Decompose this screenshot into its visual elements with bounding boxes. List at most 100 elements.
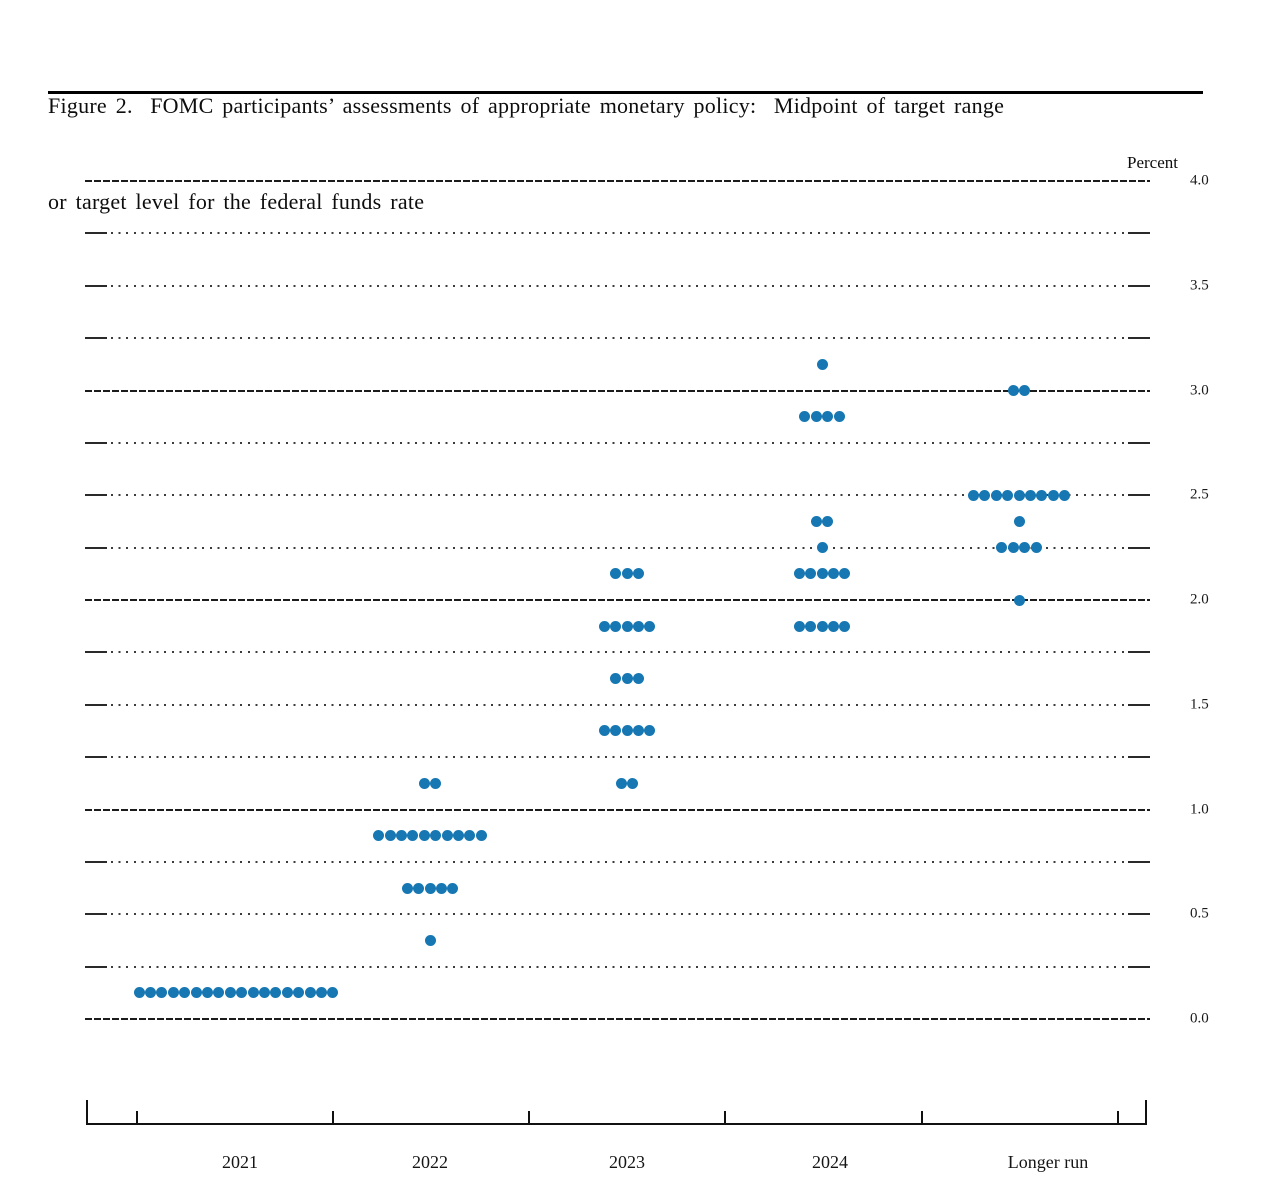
dot: [632, 568, 644, 580]
x-axis-tick: [724, 1111, 726, 1125]
dot: [133, 987, 145, 999]
dot: [424, 934, 436, 946]
dot: [621, 673, 633, 685]
figure-title-line1: Figure 2. FOMC participants’ assessments…: [48, 93, 1005, 118]
gridline-dots: [111, 442, 1124, 444]
x-axis-tick: [1117, 1111, 1119, 1125]
dot: [816, 542, 828, 554]
gridline-dots: [111, 547, 1124, 549]
x-axis-tick: [136, 1111, 138, 1125]
gridline-dots: [111, 337, 1124, 339]
dot: [441, 830, 453, 842]
gridline-dotted-3.25: [85, 337, 1150, 339]
gridline-end-tick: [1128, 337, 1150, 339]
x-axis-label-2024: 2024: [812, 1152, 848, 1172]
dot: [610, 568, 622, 580]
dot: [401, 882, 413, 894]
dot: [447, 882, 459, 894]
gridline-end-tick: [85, 913, 107, 915]
dot: [610, 725, 622, 737]
x-axis-label-2023: 2023: [609, 1152, 645, 1172]
gridline-end-tick: [85, 704, 107, 706]
gridline-solid-1.00: [85, 809, 1150, 811]
dot: [259, 987, 270, 999]
gridline-end-tick: [1128, 285, 1150, 287]
dot: [304, 987, 316, 999]
x-axis-label-2022: 2022: [412, 1152, 448, 1172]
gridline-dotted-3.75: [85, 232, 1150, 234]
dot: [1019, 385, 1031, 396]
dot: [190, 987, 202, 999]
dot: [833, 411, 845, 423]
dot: [418, 830, 430, 842]
dot: [327, 987, 339, 999]
y-tick-label-3.0: 3.0: [1190, 382, 1209, 399]
gridline-solid-0.00: [85, 1018, 1150, 1020]
dot: [621, 620, 633, 632]
dot: [1002, 489, 1014, 501]
dot: [413, 882, 425, 894]
dot: [799, 411, 811, 423]
dot: [644, 725, 656, 737]
gridline-end-tick: [1128, 756, 1150, 758]
x-axis-tick: [332, 1111, 334, 1125]
title-rule: [48, 91, 1203, 94]
dot: [475, 830, 487, 842]
dot: [810, 515, 822, 527]
dot: [430, 777, 442, 789]
gridline-end-tick: [1128, 861, 1150, 863]
dot: [979, 489, 991, 501]
dot: [407, 830, 419, 842]
dot: [167, 987, 179, 999]
dot: [418, 777, 430, 789]
x-axis-end-tick: [86, 1100, 88, 1125]
gridline-end-tick: [1128, 442, 1150, 444]
dot: [213, 987, 225, 999]
dot: [224, 987, 236, 999]
dot: [996, 542, 1008, 554]
dot: [1007, 385, 1019, 396]
dot: [1007, 542, 1019, 554]
dot: [610, 620, 622, 632]
dot: [316, 987, 327, 999]
dot: [430, 830, 442, 842]
dot: [990, 489, 1002, 501]
gridline-solid-4.00: [85, 180, 1150, 182]
dot: [202, 987, 213, 999]
gridline-dotted-1.25: [85, 756, 1150, 758]
dot: [236, 987, 248, 999]
y-tick-label-2.0: 2.0: [1190, 591, 1209, 608]
dot: [632, 673, 644, 685]
gridline-end-tick: [1128, 704, 1150, 706]
gridline-end-tick: [85, 442, 107, 444]
dot: [1019, 542, 1031, 554]
dot: [615, 777, 627, 789]
dot: [1013, 489, 1025, 501]
dot: [827, 568, 839, 580]
x-axis-label-longer-run: Longer run: [1007, 1152, 1089, 1172]
x-axis-line: [86, 1123, 1147, 1125]
dot: [805, 620, 817, 632]
dot: [810, 411, 822, 423]
gridline-dotted-3.50: [85, 285, 1150, 287]
dot: [793, 620, 805, 632]
gridline-dots: [111, 494, 1124, 496]
gridline-end-tick: [85, 337, 107, 339]
gridline-end-tick: [85, 285, 107, 287]
dot: [610, 673, 622, 685]
dot: [621, 725, 633, 737]
y-tick-label-0.0: 0.0: [1190, 1010, 1209, 1027]
gridline-solid-2.00: [85, 599, 1150, 601]
gridline-end-tick: [1128, 547, 1150, 549]
dot: [270, 987, 282, 999]
dot: [839, 568, 851, 580]
x-axis-tick: [921, 1111, 923, 1125]
gridline-dotted-2.25: [85, 547, 1150, 549]
dot: [632, 620, 644, 632]
dot: [464, 830, 476, 842]
gridline-dots: [111, 861, 1124, 863]
gridline-end-tick: [85, 232, 107, 234]
dot: [816, 358, 828, 370]
dot: [281, 987, 293, 999]
